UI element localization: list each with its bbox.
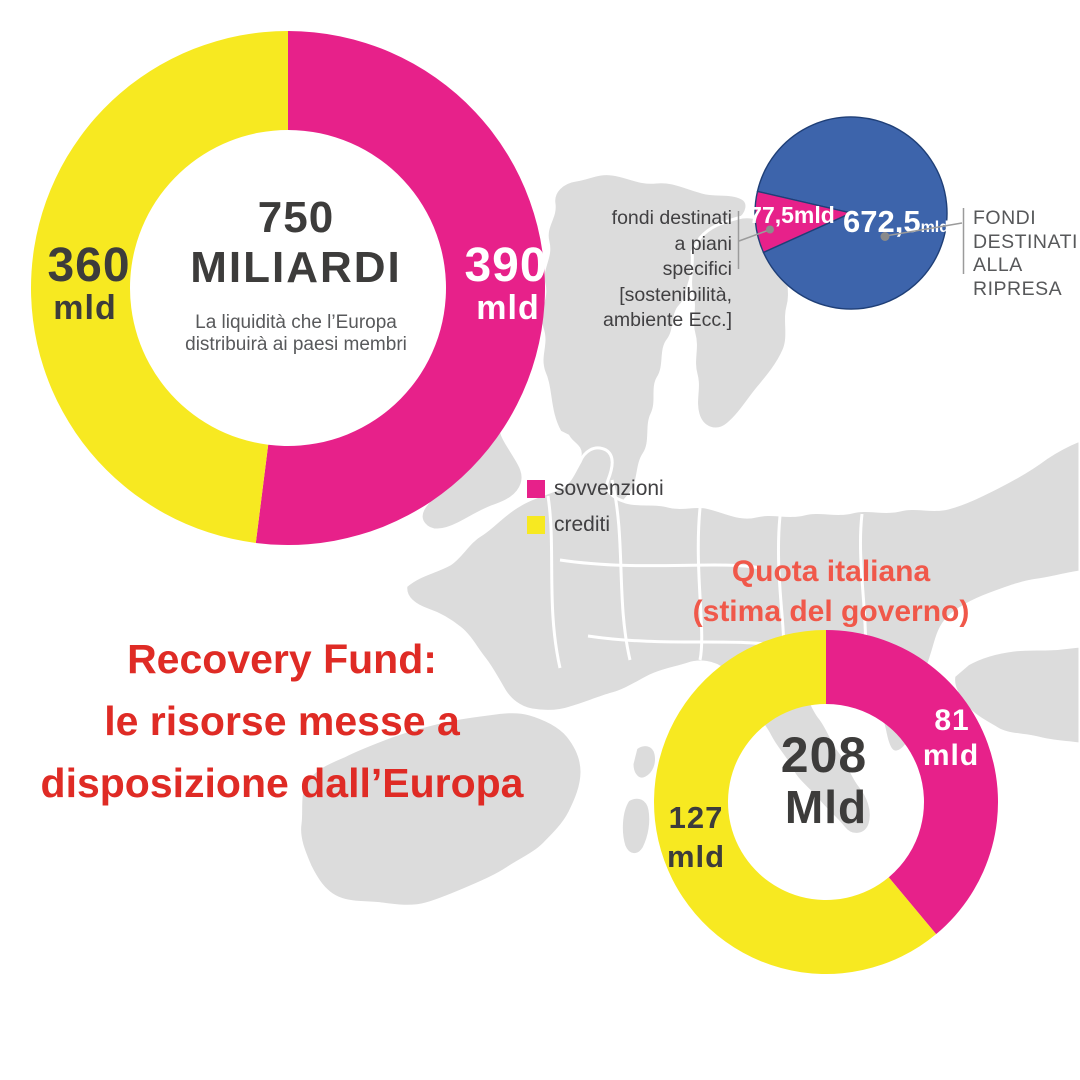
quota-sovvenzioni-value-label: 81: [934, 704, 970, 737]
eu-total-donut-segment-sovvenzioni: [255, 31, 545, 545]
pie-slice-672-label: 672,5 mld: [843, 206, 949, 237]
quota-crediti-value-label: 127: [668, 800, 724, 835]
legend-label-crediti: crediti: [554, 513, 611, 536]
pie-left-annotation-line: ambiente Ecc.]: [603, 309, 732, 331]
main-title: Recovery Fund: le risorse messe a dispos…: [41, 628, 524, 814]
quota-title-line1: Quota italiana: [731, 555, 931, 588]
pie-right-annotation-line: FONDI: [973, 207, 1037, 229]
pie-slice-77-label: 77,5mld: [749, 202, 835, 228]
legend: sovvenzioni crediti: [527, 478, 664, 550]
eu-donut-center-unit: MILIARDI: [190, 243, 402, 292]
quota-donut-center-value: 208: [780, 727, 868, 783]
crediti-swatch: [527, 515, 545, 534]
fondi-pie-chart: [754, 116, 948, 310]
eu-total-donut-chart: [31, 31, 545, 545]
pie-left-annotation-line: specifici: [662, 258, 732, 280]
map-corsica: [630, 743, 658, 781]
fondi-pie-segment-fondi-destinati-alla-ripresa: [756, 116, 948, 310]
main-title-line3: disposizione dall’Europa: [40, 760, 524, 806]
pie-left-annotation-line: a piani: [674, 232, 732, 255]
pie-left-annotation-line: [sostenibilità,: [619, 283, 732, 306]
eu-total-donut-segment-crediti: [31, 31, 288, 543]
quota-crediti-unit-label: mld: [666, 839, 726, 874]
fondi-pie-segment-fondi-destinati-a-piani-specif: [754, 190, 852, 254]
eu-donut-sovvenzioni-value-label: 390: [464, 239, 548, 292]
eu-donut-center-value: 750: [257, 193, 335, 242]
main-title-line2: le risorse messe a: [104, 698, 460, 744]
eu-donut-subtitle-line1: La liquidità che l’Europa: [195, 312, 397, 333]
pie-right-annotation-line: ALLA: [973, 254, 1023, 276]
quota-donut-center-unit: Mld: [784, 781, 868, 833]
pie-right-annotation: FONDI DESTINATI ALLA RIPRESA: [973, 207, 1078, 301]
sovvenzioni-swatch: [527, 479, 545, 498]
legend-item-sovvenzioni: sovvenzioni: [527, 478, 664, 499]
quota-italiana-title: Quota italiana (stima del governo): [693, 552, 970, 632]
legend-item-crediti: crediti: [527, 514, 664, 535]
quota-title-line2: (stima del governo): [692, 595, 970, 628]
quota-italiana-donut-segment-crediti: [654, 630, 937, 974]
legend-label-sovvenzioni: sovvenzioni: [554, 477, 664, 500]
pie-left-annotation-line: fondi destinati: [611, 207, 732, 229]
eu-donut-subtitle-line2: distribuirà ai paesi membri: [185, 334, 407, 355]
pie-right-annotation-line: DESTINATI: [973, 230, 1078, 253]
quota-sovvenzioni-unit-label: mld: [922, 739, 980, 772]
eu-donut-crediti-value-label: 360: [47, 239, 131, 292]
pie-big-unit: mld: [920, 219, 950, 236]
eu-donut-sovvenzioni-unit-label: mld: [476, 289, 540, 327]
pie-big-value: 672,5: [843, 204, 921, 239]
quota-italiana-donut-chart: [654, 630, 998, 974]
pie-left-annotation: fondi destinati a piani specifici [soste…: [560, 206, 732, 334]
eu-donut-subtitle: La liquidità che l’Europa distribuirà ai…: [185, 312, 407, 356]
quota-italiana-donut-segment-sovvenzioni: [826, 630, 998, 935]
eu-donut-crediti-unit-label: mld: [53, 289, 117, 327]
pie-right-annotation-line: RIPRESA: [973, 277, 1063, 300]
main-title-line1: Recovery Fund:: [127, 636, 437, 682]
map-sardinia: [619, 795, 653, 856]
